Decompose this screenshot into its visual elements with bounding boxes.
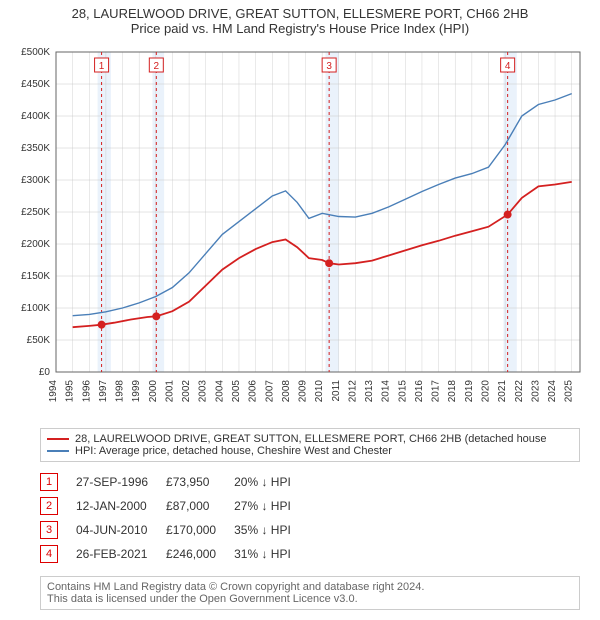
y-tick-label: £250K bbox=[21, 207, 50, 218]
x-tick-label: 2025 bbox=[564, 380, 575, 403]
table-row: 2 12-JAN-2000£87,00027% ↓ HPI bbox=[40, 494, 309, 518]
x-tick-label: 2013 bbox=[364, 380, 375, 403]
x-tick-label: 2014 bbox=[381, 380, 392, 403]
transaction-date: 04-JUN-2010 bbox=[76, 518, 166, 542]
transaction-date: 12-JAN-2000 bbox=[76, 494, 166, 518]
transaction-price: £246,000 bbox=[166, 542, 234, 566]
y-tick-label: £350K bbox=[21, 143, 50, 154]
legend-item-hpi: HPI: Average price, detached house, Ches… bbox=[47, 445, 573, 457]
x-tick-label: 1995 bbox=[65, 380, 76, 403]
x-tick-label: 2023 bbox=[530, 380, 541, 403]
marker-badge-label: 3 bbox=[326, 61, 332, 72]
y-tick-label: £50K bbox=[27, 335, 51, 346]
x-tick-label: 2018 bbox=[447, 380, 458, 403]
x-tick-label: 2002 bbox=[181, 380, 192, 403]
x-tick-label: 2022 bbox=[514, 380, 525, 403]
transaction-price: £170,000 bbox=[166, 518, 234, 542]
x-tick-label: 2017 bbox=[431, 380, 442, 403]
x-tick-label: 2024 bbox=[547, 380, 558, 403]
transaction-delta: 31% ↓ HPI bbox=[234, 542, 309, 566]
x-tick-label: 2009 bbox=[298, 380, 309, 403]
title-line-2: Price paid vs. HM Land Registry's House … bbox=[4, 21, 596, 36]
table-row: 3 04-JUN-2010£170,00035% ↓ HPI bbox=[40, 518, 309, 542]
x-tick-label: 2006 bbox=[248, 380, 259, 403]
x-tick-label: 2008 bbox=[281, 380, 292, 403]
x-tick-label: 2004 bbox=[214, 380, 225, 403]
transaction-badge: 4 bbox=[40, 545, 58, 563]
chart-legend: 28, LAURELWOOD DRIVE, GREAT SUTTON, ELLE… bbox=[40, 428, 580, 462]
table-row: 4 26-FEB-2021£246,00031% ↓ HPI bbox=[40, 542, 309, 566]
transaction-badge: 1 bbox=[40, 473, 58, 491]
table-row: 1 27-SEP-1996£73,95020% ↓ HPI bbox=[40, 470, 309, 494]
marker-badge-label: 1 bbox=[99, 61, 105, 72]
y-tick-label: £150K bbox=[21, 271, 50, 282]
attribution-line-2: This data is licensed under the Open Gov… bbox=[47, 593, 573, 605]
transactions-table: 1 27-SEP-1996£73,95020% ↓ HPI 2 12-JAN-2000… bbox=[40, 470, 309, 566]
x-tick-label: 2019 bbox=[464, 380, 475, 403]
transaction-delta: 27% ↓ HPI bbox=[234, 494, 309, 518]
y-tick-label: £100K bbox=[21, 303, 50, 314]
marker-badge-label: 4 bbox=[505, 61, 511, 72]
x-tick-label: 2021 bbox=[497, 380, 508, 403]
x-tick-label: 2012 bbox=[347, 380, 358, 403]
transaction-badge: 3 bbox=[40, 521, 58, 539]
transaction-badge: 2 bbox=[40, 497, 58, 515]
x-tick-label: 1997 bbox=[98, 380, 109, 403]
x-tick-label: 2016 bbox=[414, 380, 425, 403]
transaction-point bbox=[504, 211, 512, 219]
x-tick-label: 1998 bbox=[115, 380, 126, 403]
transaction-point bbox=[98, 321, 106, 329]
transaction-point bbox=[325, 259, 333, 267]
chart-svg: £0 £50K £100K £150K £200K £250K £300K £350K £400… bbox=[10, 42, 590, 422]
attribution-box: Contains HM Land Registry data © Crown c… bbox=[40, 576, 580, 610]
title-line-1: 28, LAURELWOOD DRIVE, GREAT SUTTON, ELLE… bbox=[4, 6, 596, 21]
x-tick-label: 2015 bbox=[397, 380, 408, 403]
x-tick-label: 2003 bbox=[198, 380, 209, 403]
x-tick-label: 2007 bbox=[264, 380, 275, 403]
legend-label-hpi: HPI: Average price, detached house, Ches… bbox=[75, 445, 392, 457]
transaction-price: £73,950 bbox=[166, 470, 234, 494]
legend-item-property: 28, LAURELWOOD DRIVE, GREAT SUTTON, ELLE… bbox=[47, 433, 573, 445]
transaction-price: £87,000 bbox=[166, 494, 234, 518]
x-tick-label: 2011 bbox=[331, 380, 342, 402]
x-tick-label: 2010 bbox=[314, 380, 325, 403]
y-tick-label: £400K bbox=[21, 111, 50, 122]
price-chart: £0 £50K £100K £150K £200K £250K £300K £350K £400… bbox=[10, 42, 590, 422]
y-tick-label: £500K bbox=[21, 47, 50, 58]
transaction-date: 27-SEP-1996 bbox=[76, 470, 166, 494]
y-tick-label: £200K bbox=[21, 239, 50, 250]
x-tick-label: 1994 bbox=[48, 380, 59, 403]
y-tick-label: £300K bbox=[21, 175, 50, 186]
legend-label-property: 28, LAURELWOOD DRIVE, GREAT SUTTON, ELLE… bbox=[75, 433, 547, 445]
x-tick-label: 1999 bbox=[131, 380, 142, 403]
legend-swatch-hpi bbox=[47, 450, 69, 452]
x-tick-label: 2001 bbox=[164, 380, 175, 403]
transaction-date: 26-FEB-2021 bbox=[76, 542, 166, 566]
y-tick-label: £450K bbox=[21, 79, 50, 90]
marker-badge-label: 2 bbox=[154, 61, 160, 72]
x-tick-label: 2005 bbox=[231, 380, 242, 403]
transaction-delta: 35% ↓ HPI bbox=[234, 518, 309, 542]
attribution-line-1: Contains HM Land Registry data © Crown c… bbox=[47, 581, 573, 593]
y-tick-label: £0 bbox=[39, 367, 51, 378]
x-tick-label: 2020 bbox=[481, 380, 492, 403]
transaction-delta: 20% ↓ HPI bbox=[234, 470, 309, 494]
legend-swatch-property bbox=[47, 438, 69, 440]
x-tick-label: 1996 bbox=[81, 380, 92, 403]
transaction-point bbox=[152, 312, 160, 320]
chart-title: 28, LAURELWOOD DRIVE, GREAT SUTTON, ELLE… bbox=[0, 0, 600, 38]
x-tick-label: 2000 bbox=[148, 380, 159, 403]
